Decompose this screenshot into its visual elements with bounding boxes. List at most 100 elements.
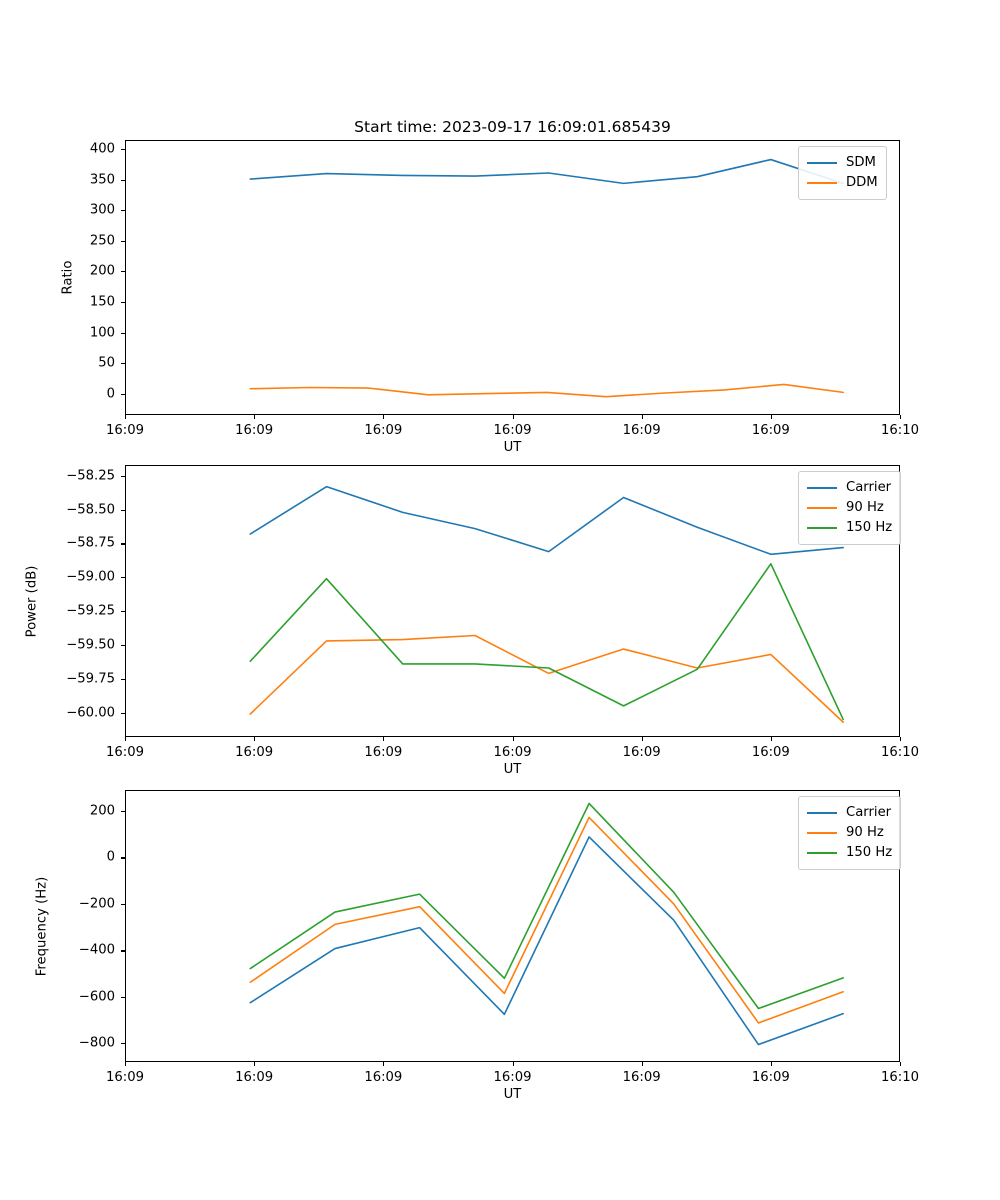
- xtick-label: 16:09: [235, 745, 274, 760]
- xtick-mark: [641, 1062, 643, 1067]
- ytick-mark: [120, 509, 125, 511]
- xtick-mark: [900, 415, 902, 420]
- ytick-label: −60.00: [66, 705, 115, 721]
- xtick-mark: [641, 737, 643, 742]
- xtick-mark: [125, 737, 127, 742]
- xtick-mark: [254, 737, 256, 742]
- xtick-label: 16:09: [105, 745, 145, 760]
- xtick-label: 16:10: [880, 745, 920, 760]
- ylabel-frequency: Frequency (Hz): [34, 876, 50, 977]
- ylabel-power: Power (dB): [24, 565, 40, 638]
- ytick-mark: [120, 1043, 125, 1045]
- xtick-label: 16:09: [235, 423, 274, 438]
- legend-ratio[interactable]: SDM DDM: [798, 146, 887, 200]
- ytick-label: 0: [106, 386, 115, 402]
- plot-lines-power: [249, 485, 844, 723]
- ytick-label: 100: [89, 325, 115, 340]
- ytick-mark: [120, 577, 125, 579]
- xtick-label: 16:09: [105, 423, 145, 438]
- xtick-label: 16:09: [493, 1070, 532, 1085]
- ytick-mark: [120, 644, 125, 647]
- ytick-mark: [120, 903, 125, 905]
- ytick-label: 200: [89, 803, 115, 819]
- ytick-label: −59.25: [66, 603, 115, 619]
- ytick-label: −58.75: [66, 535, 115, 551]
- ytick-mark: [120, 332, 125, 334]
- series-line-sdm: [249, 158, 844, 185]
- ytick-mark: [120, 301, 125, 304]
- legend-swatch-ddm: [807, 182, 837, 184]
- legend-label: 90 Hz: [846, 825, 884, 841]
- ytick-label: 150: [89, 294, 115, 310]
- legend-entry[interactable]: Carrier: [807, 803, 892, 823]
- xlabel-frequency-ut: UT: [503, 1087, 522, 1102]
- xtick-mark: [900, 737, 902, 742]
- xtick-label: 16:09: [622, 1070, 661, 1085]
- xtick-label: 16:09: [622, 745, 661, 760]
- ytick-label: 50: [98, 355, 115, 371]
- ytick-mark: [120, 810, 125, 813]
- xtick-label: 16:09: [622, 423, 661, 438]
- figure-title: Start time: 2023-09-17 16:09:01.685439: [354, 118, 671, 136]
- xtick-label: 16:09: [751, 1070, 790, 1085]
- plot-lines-frequency: [249, 802, 844, 1046]
- legend-label: DDM: [846, 175, 878, 191]
- ytick-mark: [120, 857, 125, 859]
- series-line-150-hz: [249, 802, 844, 1010]
- xtick-mark: [512, 1062, 514, 1067]
- legend-entry[interactable]: 90 Hz: [807, 498, 892, 518]
- axes-frame-frequency: [125, 790, 900, 1062]
- xtick-mark: [125, 1062, 127, 1067]
- ytick-label: 350: [89, 172, 115, 188]
- series-line-carrier: [249, 836, 844, 1046]
- series-line-150-hz: [249, 562, 844, 721]
- legend-entry[interactable]: SDM: [807, 153, 878, 173]
- subplot-power: [125, 465, 900, 737]
- xtick-mark: [770, 737, 772, 742]
- ytick-label: −59.75: [66, 671, 115, 687]
- xlabel-power-ut: UT: [503, 762, 522, 777]
- legend-swatch-150-hz: [807, 852, 837, 854]
- legend-swatch-sdm: [807, 162, 837, 164]
- ytick-mark: [120, 712, 125, 714]
- legend-label: 150 Hz: [846, 520, 893, 536]
- legend-entry[interactable]: DDM: [807, 173, 878, 193]
- ytick-label: 0: [106, 849, 115, 865]
- xtick-mark: [770, 415, 772, 420]
- xtick-label: 16:09: [364, 745, 403, 760]
- xlabel-ratio-ut: UT: [503, 440, 522, 455]
- xtick-mark: [383, 1062, 385, 1067]
- legend-entry[interactable]: 150 Hz: [807, 518, 892, 538]
- ytick-mark: [120, 210, 125, 212]
- legend-label: Carrier: [846, 480, 892, 496]
- ytick-mark: [120, 393, 125, 395]
- xtick-mark: [254, 1062, 256, 1067]
- subplot-ratio: [125, 140, 900, 415]
- ytick-label: −58.50: [66, 502, 115, 518]
- legend-entry[interactable]: Carrier: [807, 478, 892, 498]
- ytick-mark: [120, 240, 125, 242]
- xtick-label: 16:09: [493, 745, 532, 760]
- legend-swatch-150-hz: [807, 527, 837, 529]
- legend-label: 150 Hz: [846, 845, 893, 861]
- ytick-label: 200: [89, 263, 115, 279]
- legend-power[interactable]: Carrier 90 Hz 150 Hz: [798, 471, 902, 545]
- xtick-mark: [641, 415, 643, 420]
- series-line-ddm: [249, 383, 844, 398]
- ytick-mark: [120, 271, 125, 273]
- legend-entry[interactable]: 90 Hz: [807, 823, 892, 843]
- xtick-mark: [512, 415, 514, 420]
- xtick-label: 16:10: [880, 423, 920, 438]
- legend-frequency[interactable]: Carrier 90 Hz 150 Hz: [798, 796, 902, 870]
- ytick-label: 250: [89, 233, 115, 249]
- legend-swatch-90-hz: [807, 507, 837, 509]
- ytick-mark: [120, 678, 125, 680]
- xtick-label: 16:09: [235, 1070, 274, 1085]
- xtick-mark: [900, 1062, 902, 1067]
- legend-swatch-90-hz: [807, 832, 837, 834]
- xtick-label: 16:09: [364, 423, 403, 438]
- legend-entry[interactable]: 150 Hz: [807, 843, 892, 863]
- xtick-label: 16:09: [751, 423, 790, 438]
- ytick-mark: [120, 475, 125, 477]
- ytick-label: −58.25: [66, 468, 115, 484]
